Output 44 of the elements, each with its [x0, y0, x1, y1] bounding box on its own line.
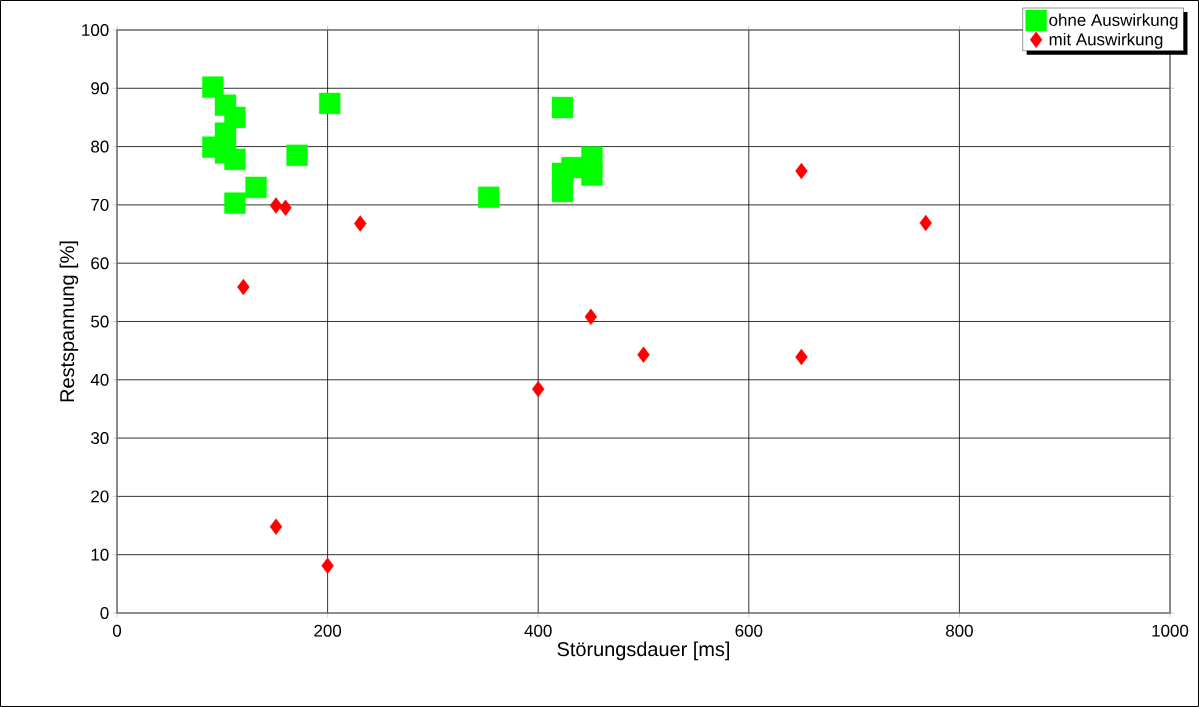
x-tick-label: 0 [112, 624, 122, 637]
x-tick-label: 600 [735, 624, 763, 637]
y-tick-label: 40 [90, 373, 109, 386]
point [919, 214, 932, 232]
y-tick-label: 70 [91, 198, 109, 211]
y-tick-label: 20 [91, 490, 109, 503]
point [279, 199, 292, 216]
y-tick-label: 10 [91, 548, 109, 561]
point [269, 518, 283, 535]
point [202, 76, 224, 98]
y-tick-label: 60 [91, 257, 109, 270]
y-tick-label: 80 [91, 140, 109, 153]
point [581, 164, 603, 186]
point [795, 162, 808, 180]
x-tick-label: 1000 [1152, 624, 1189, 637]
point [321, 557, 334, 574]
y-tick-label: 90 [91, 82, 109, 95]
y-tick-label: 100 [82, 23, 109, 36]
legend-label: ohne Auswirkung [1049, 13, 1178, 30]
point [795, 348, 808, 366]
y-tick-label: 30 [91, 432, 109, 445]
point [532, 380, 545, 398]
point [478, 186, 500, 208]
point [245, 176, 267, 199]
y-axis-title: Restspannung [%] [59, 241, 79, 402]
point [354, 215, 367, 232]
point [551, 96, 574, 119]
x-tick-label: 400 [524, 624, 552, 637]
y-tick-label: 50 [91, 315, 109, 328]
x-axis-title: Störungsdauer [ms] [557, 641, 729, 661]
point [214, 122, 237, 144]
point [224, 192, 246, 214]
x-tick-label: 200 [314, 624, 342, 637]
point [214, 142, 237, 164]
y-tick-label: 0 [100, 606, 109, 619]
point [584, 308, 598, 325]
point [551, 162, 574, 185]
point [319, 92, 341, 115]
point [237, 278, 250, 296]
point [637, 346, 650, 363]
legend-label: mit Auswirkung [1049, 32, 1163, 49]
x-tick-label: 800 [946, 624, 973, 637]
point [286, 144, 308, 166]
point [269, 197, 283, 214]
